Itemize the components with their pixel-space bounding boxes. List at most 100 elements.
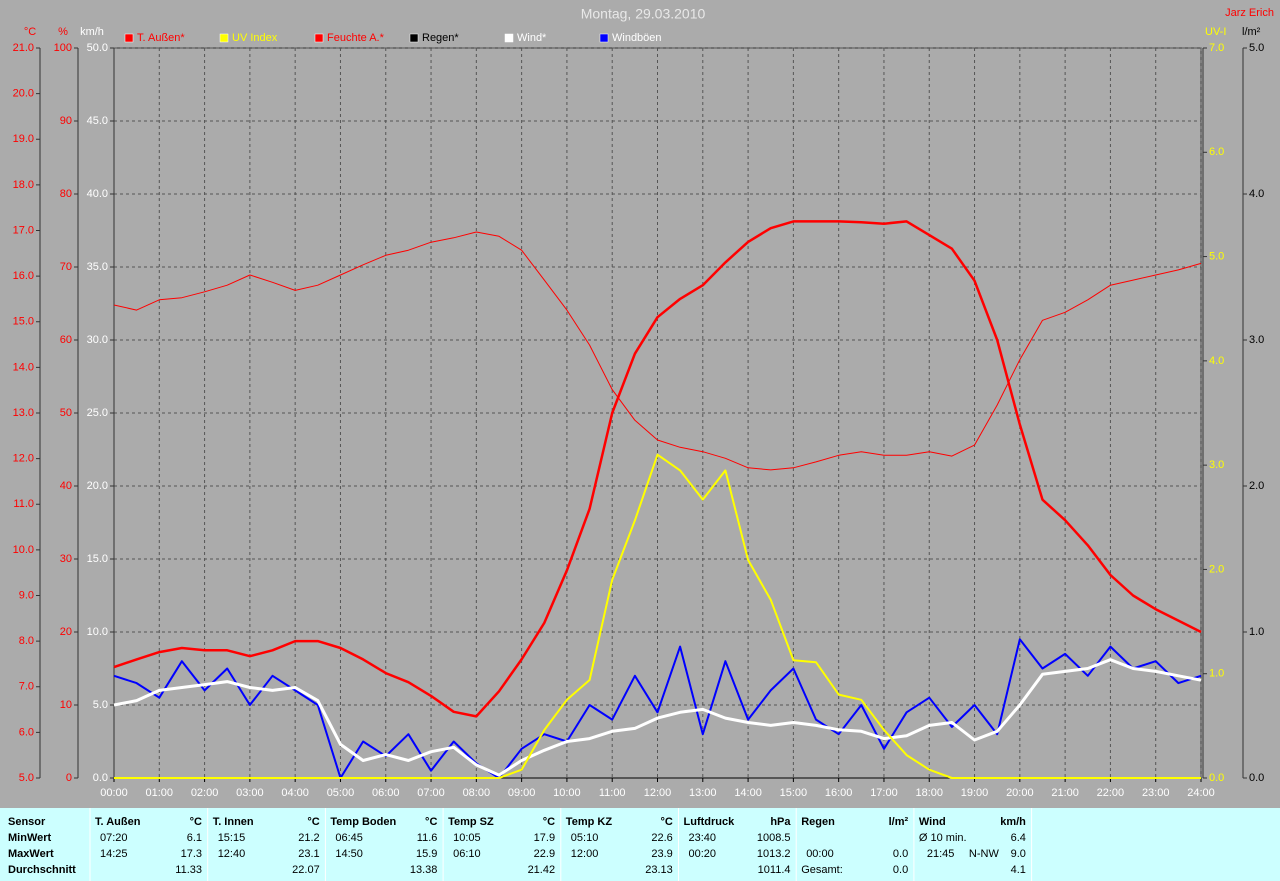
group-title: T. Außen	[95, 816, 141, 828]
group-unit: °C	[543, 816, 555, 828]
y-tick-label: 6.0	[19, 726, 34, 738]
x-tick-label: 16:00	[825, 787, 853, 799]
y-tick-label: 8.0	[19, 635, 34, 647]
cell-label: Gesamt:	[801, 864, 843, 876]
cell-time: 14:50	[335, 848, 363, 860]
x-tick-label: 02:00	[191, 787, 219, 799]
y-tick-label: 3.0	[1209, 459, 1224, 471]
series-line	[114, 453, 1201, 779]
legend-label: Feuchte A.*	[327, 32, 385, 44]
axis-label: UV-I	[1205, 26, 1226, 38]
legend-swatch	[314, 33, 324, 43]
x-tick-label: 17:00	[870, 787, 898, 799]
y-tick-label: 16.0	[13, 270, 34, 282]
y-tick-label: 3.0	[1249, 334, 1264, 346]
y-tick-label: 17.0	[13, 224, 34, 236]
cell-value: 1008.5	[757, 832, 791, 844]
cell-value: 9.0	[1011, 848, 1026, 860]
x-tick-label: 19:00	[961, 787, 989, 799]
group-title: T. Innen	[213, 816, 254, 828]
x-tick-label: 09:00	[508, 787, 536, 799]
legend-swatch	[219, 33, 229, 43]
legend-label: Windböen	[612, 32, 662, 44]
y-tick-label: 7.0	[1209, 42, 1224, 54]
y-tick-label: 20.0	[87, 480, 108, 492]
cell-time: 15:15	[218, 832, 246, 844]
cell-value: 13.38	[410, 864, 438, 876]
y-tick-label: 20	[60, 626, 72, 638]
y-tick-label: 70	[60, 261, 72, 273]
y-tick-label: 20.0	[13, 88, 34, 100]
legend-label: Regen*	[422, 32, 459, 44]
y-tick-label: 0	[66, 772, 72, 784]
cell-value: 23.13	[645, 864, 673, 876]
x-tick-label: 01:00	[146, 787, 174, 799]
y-tick-label: 4.0	[1249, 188, 1264, 200]
cell-direction: N-NW	[969, 848, 1000, 860]
y-tick-label: 10.0	[13, 544, 34, 556]
axis-label: km/h	[80, 26, 104, 38]
y-tick-label: 25.0	[87, 407, 108, 419]
x-tick-label: 08:00	[463, 787, 491, 799]
cell-time: 00:20	[689, 848, 717, 860]
cell-value: 15.9	[416, 848, 437, 860]
cell-time: 06:10	[453, 848, 481, 860]
cell-value: 0.0	[893, 848, 908, 860]
x-tick-label: 22:00	[1097, 787, 1125, 799]
cell-value: 17.3	[181, 848, 202, 860]
cell-value: 1013.2	[757, 848, 791, 860]
y-tick-label: 1.0	[1249, 626, 1264, 638]
x-tick-label: 18:00	[915, 787, 943, 799]
cell-value: 11.33	[175, 864, 202, 876]
x-tick-label: 24:00	[1187, 787, 1215, 799]
x-tick-label: 04:00	[281, 787, 309, 799]
y-tick-label: 13.0	[13, 407, 34, 419]
x-tick-label: 20:00	[1006, 787, 1034, 799]
x-tick-label: 05:00	[327, 787, 355, 799]
y-tick-label: 19.0	[13, 133, 34, 145]
cell-value: 6.4	[1011, 832, 1026, 844]
y-tick-label: 12.0	[13, 453, 34, 465]
y-tick-label: 18.0	[13, 179, 34, 191]
y-tick-label: 50.0	[87, 42, 108, 54]
y-tick-label: 2.0	[1249, 480, 1264, 492]
legend-label: T. Außen*	[137, 32, 185, 44]
cell-value: 0.0	[893, 864, 908, 876]
author: Jarz Erich	[1225, 7, 1274, 19]
x-tick-label: 21:00	[1051, 787, 1079, 799]
series-line	[113, 231, 1202, 471]
y-tick-label: 40	[60, 480, 72, 492]
cell-time: 21:45	[927, 848, 955, 860]
cell-time: 12:00	[571, 848, 599, 860]
y-tick-label: 35.0	[87, 261, 108, 273]
x-tick-label: 14:00	[734, 787, 762, 799]
axis-label: l/m²	[1242, 26, 1261, 38]
y-tick-label: 4.0	[1209, 355, 1224, 367]
x-tick-label: 13:00	[689, 787, 717, 799]
y-tick-label: 5.0	[1209, 250, 1224, 262]
y-tick-label: 2.0	[1209, 563, 1224, 575]
y-tick-label: 0.0	[1209, 772, 1224, 784]
cell-value: 11.6	[417, 832, 438, 844]
legend-swatch	[504, 33, 514, 43]
legend-label: Wind*	[517, 32, 547, 44]
series-line	[113, 658, 1202, 777]
x-tick-label: 15:00	[780, 787, 808, 799]
x-tick-label: 12:00	[644, 787, 672, 799]
group-unit: °C	[660, 816, 672, 828]
group-unit: l/m²	[889, 816, 909, 828]
group-unit: °C	[307, 816, 319, 828]
y-tick-label: 1.0	[1209, 668, 1224, 680]
legend-swatch	[599, 33, 609, 43]
cell-value: 21.42	[528, 864, 556, 876]
row-label: MinWert	[8, 832, 52, 844]
x-tick-label: 10:00	[553, 787, 581, 799]
chart-title: Montag, 29.03.2010	[581, 6, 706, 22]
y-tick-label: 45.0	[87, 115, 108, 127]
y-tick-label: 80	[60, 188, 72, 200]
cell-value: 22.6	[651, 832, 672, 844]
group-title: Wind	[919, 816, 946, 828]
group-unit: °C	[190, 816, 202, 828]
